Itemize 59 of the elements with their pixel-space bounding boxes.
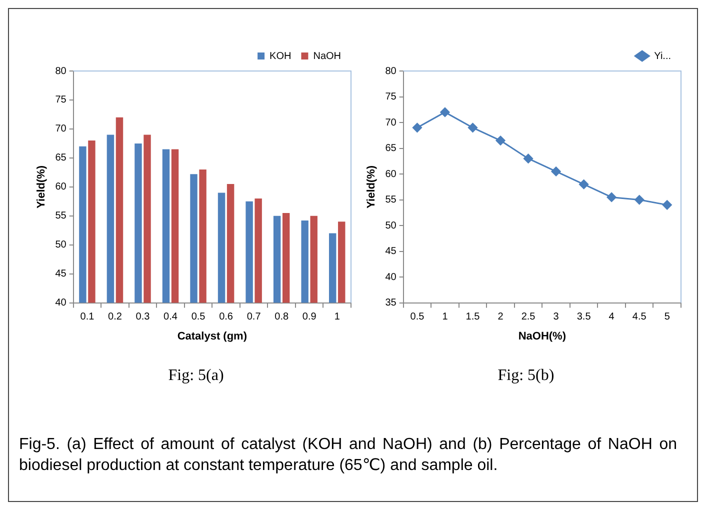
y-tick-label: 45 [385,246,397,258]
y-tick-label: 70 [385,117,397,128]
text: Fig-5. (a) Effect of amount of catalyst (KOH and NaOH) and (b) Percentage of NaOH on biodiesel production at constant temperature (65℃) and sample oil. [19,435,677,476]
y-tick-label: 55 [385,194,397,206]
x-tick-label: 1.5 [466,312,480,323]
y-tick-label: 35 [385,298,397,309]
x-tick-label: 2 [498,312,504,323]
point [662,200,672,210]
y-axis-title: Yield(%) [36,165,48,208]
x-tick-label: 5 [664,312,670,323]
x-tick-label: 0.7 [246,312,262,323]
y-tick-label: 65 [385,143,397,154]
point [524,154,534,164]
x-tick-label: 0.4 [164,312,178,323]
point [579,180,589,190]
y-tick-label: 80 [55,66,67,77]
x-tick-label: 0.5 [410,312,425,323]
x-tick-label: 0.9 [302,312,317,323]
text: Fig: 5(a) [167,367,225,385]
x-tick-label: 0.3 [136,312,150,323]
point [468,122,478,132]
x-tick-label: 1 [442,312,448,323]
point [412,122,422,132]
y-tick-label: 60 [55,182,67,193]
y-tick-label: 45 [55,268,67,280]
y-tick-label: 75 [55,94,67,106]
legend-label: Yi... [654,50,672,62]
point [634,195,644,205]
y-tick-label: 40 [55,298,67,309]
x-tick-label: 3.5 [576,312,592,323]
point [551,166,561,176]
y-tick-label: 50 [55,240,67,251]
y-tick-label: 60 [385,168,397,180]
point [606,192,616,202]
legend-label: NaOH [313,50,342,62]
x-tick-label: 0.1 [80,312,95,323]
y-axis-title: Yield(%) [366,165,378,208]
y-tick-label: 50 [385,220,397,232]
x-tick-label: 0.5 [191,312,206,323]
point [440,107,450,117]
x-tick-label: 4.5 [632,312,647,323]
x-tick-label: 0.8 [274,312,289,323]
x-tick-label: 1 [334,312,340,323]
x-axis-title: NaOH(%) [518,330,566,342]
y-tick-label: 70 [55,124,67,135]
legend-label: KOH [270,50,292,62]
y-tick-label: 65 [55,152,67,164]
y-tick-label: 40 [385,272,397,283]
y-tick-label: 55 [55,210,67,222]
x-tick-label: 0.6 [219,312,234,323]
x-tick-label: 3 [553,312,560,323]
x-tick-label: 4 [608,312,615,323]
y-tick-label: 80 [385,66,397,77]
y-tick-label: 75 [385,92,397,103]
text: Fig: 5(b) [496,367,556,385]
x-axis-title: Catalyst (gm) [177,330,248,342]
x-tick-label: 2.5 [521,312,536,323]
point [496,136,506,146]
x-tick-label: 0.2 [108,312,122,323]
